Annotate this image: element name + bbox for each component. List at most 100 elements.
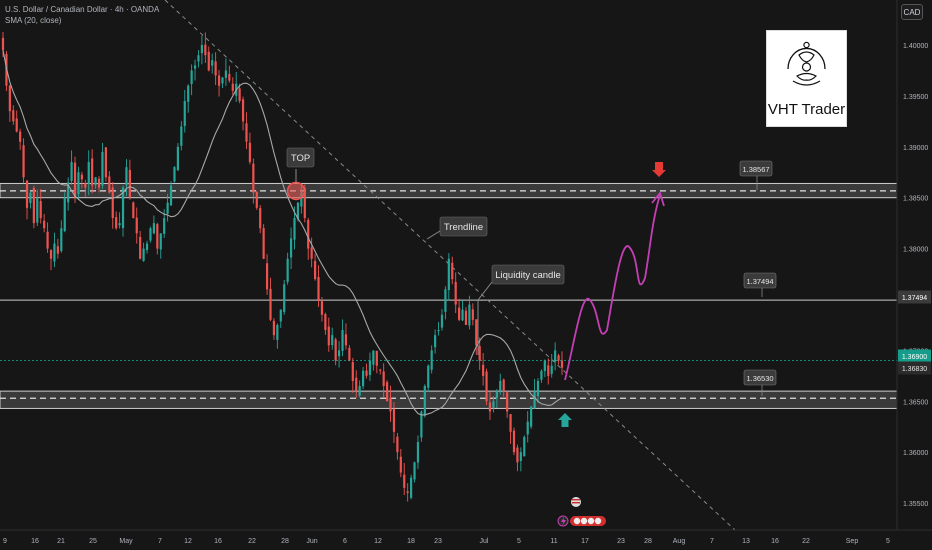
candle-body — [488, 402, 492, 412]
candle-body — [166, 202, 169, 214]
candle-body — [121, 187, 125, 228]
candle-body — [94, 177, 97, 185]
candle-body — [392, 408, 396, 432]
candle-body — [97, 178, 101, 188]
logo-text: VHT Trader — [767, 101, 846, 118]
x-tick-1: 16 — [31, 538, 39, 545]
symbol-title[interactable]: U.S. Dollar / Canadian Dollar · 4h · OAN… — [5, 5, 160, 14]
candle-body — [56, 246, 59, 254]
meditation-icon — [787, 41, 826, 86]
x-tick-10: Jun — [306, 538, 317, 545]
candle-body — [468, 304, 471, 326]
candle-body — [193, 65, 197, 69]
candle-body — [420, 411, 423, 438]
x-tick-19: 23 — [617, 538, 625, 545]
candle-body — [8, 85, 11, 112]
candle-body — [125, 167, 128, 186]
candle-body — [492, 401, 495, 408]
candle-body — [80, 174, 83, 180]
candle-body — [430, 350, 433, 370]
candle-body — [499, 380, 502, 391]
projection-path — [564, 194, 661, 381]
candle-body — [361, 370, 365, 387]
candle-body — [60, 228, 63, 252]
candle-body — [67, 182, 70, 203]
candle-body — [70, 162, 73, 181]
candle-body — [104, 147, 107, 178]
candle-body — [530, 406, 533, 427]
liquidity-candle-label-text: Liquidity candle — [495, 270, 561, 281]
support-zone[interactable] — [0, 390, 898, 409]
trendline[interactable] — [164, 0, 736, 531]
x-tick-8: 22 — [248, 538, 256, 545]
candle-body — [15, 118, 18, 132]
price-tags: 1.37494 1.36900 1.36830 — [898, 290, 931, 375]
candle-body — [135, 217, 138, 234]
candle-body — [427, 365, 430, 388]
candle-body — [207, 51, 210, 71]
candle-body — [317, 277, 320, 300]
candle-body — [200, 45, 204, 54]
candle-body — [173, 167, 176, 182]
x-tick-12: 12 — [374, 538, 382, 545]
candle-body — [262, 228, 265, 259]
candle-body — [77, 172, 80, 195]
candle-body — [533, 391, 536, 409]
candle-body — [464, 310, 468, 325]
candle-body — [224, 70, 228, 78]
y-tick-2: 1.39000 — [903, 145, 928, 152]
trendline-connector — [426, 230, 441, 240]
x-tick-4: May — [119, 538, 133, 545]
sma-line — [2, 49, 563, 416]
currency-button[interactable]: CAD — [901, 4, 923, 20]
y-tick-0: 1.40000 — [903, 43, 928, 50]
candle-body — [506, 392, 509, 412]
badge-1.36530[interactable]: 1.36530 — [743, 369, 777, 386]
candle-body — [348, 347, 351, 361]
badge-text-1: 1.38567 — [742, 165, 769, 174]
candle-body — [145, 243, 149, 251]
indicator-label[interactable]: SMA (20, close) — [5, 16, 62, 25]
candle-body — [228, 73, 231, 81]
y-tick-1: 1.39500 — [903, 94, 928, 101]
x-tick-9: 28 — [281, 538, 289, 545]
candle-body — [221, 77, 224, 84]
candle-body — [73, 162, 77, 198]
candle-body — [458, 307, 461, 320]
trendline-label[interactable]: Trendline — [439, 216, 488, 237]
badge-1.38567[interactable]: 1.38567 — [739, 160, 773, 177]
x-tick-26: Sep — [846, 538, 859, 545]
candle-body — [389, 397, 392, 412]
candle-body — [204, 44, 207, 56]
top-label[interactable]: TOP — [286, 147, 315, 168]
candle-body — [115, 217, 118, 229]
candle-body — [523, 436, 526, 457]
x-tick-21: Aug — [673, 538, 686, 545]
price-tag-0: 1.37494 — [902, 295, 927, 302]
candle-body — [289, 238, 293, 258]
candle-body — [276, 324, 279, 340]
candle-body — [252, 163, 255, 193]
liquidity-candle-label[interactable]: Liquidity candle — [491, 264, 565, 285]
candle-body — [187, 85, 190, 102]
candle-body — [32, 187, 35, 224]
event-icons[interactable] — [557, 497, 606, 527]
candle-body — [12, 110, 15, 122]
candle-body — [440, 314, 444, 328]
candle-body — [331, 335, 334, 346]
candle-body — [245, 123, 248, 142]
candle-body — [149, 228, 152, 241]
badge-1.37494[interactable]: 1.37494 — [743, 272, 777, 289]
candle-body — [351, 362, 354, 381]
x-tick-14: 23 — [434, 538, 442, 545]
time-axis[interactable]: 9 16 21 25 May 7 12 16 22 28 Jun 6 12 18 23 Jul 5 11 17 23 2… — [3, 538, 890, 545]
price-levels — [0, 182, 898, 409]
candle-body — [403, 474, 406, 488]
candle-body — [495, 391, 498, 399]
candle-body — [365, 370, 368, 376]
candle-body — [159, 233, 162, 250]
candle-body — [410, 477, 413, 498]
candle-body — [279, 309, 282, 322]
candle-body — [434, 335, 437, 348]
candle-body — [238, 88, 241, 101]
